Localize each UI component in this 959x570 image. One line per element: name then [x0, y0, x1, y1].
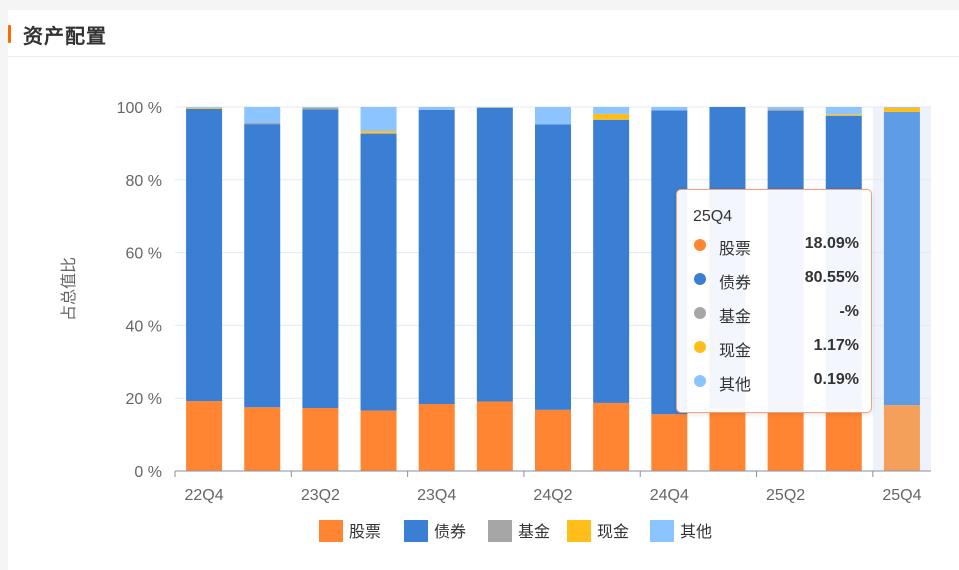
bar-segment-22Q4-债券[interactable] — [186, 108, 223, 402]
legend-label-现金[interactable]: 现金 — [597, 523, 629, 541]
tooltip-name-bond: 债券 — [719, 275, 752, 292]
bar-segment-25Q3-其他[interactable] — [825, 107, 862, 115]
bar-segment-25Q2-基金[interactable] — [767, 109, 804, 111]
chart-tooltip: 25Q4 股票 18.09% 债券 80.55% 基金 -% 现金 1.17% … — [676, 189, 872, 413]
bar-segment-25Q2-股票[interactable] — [767, 412, 804, 471]
bar-segment-24Q3-股票[interactable] — [593, 402, 630, 471]
y-tick-label: 60 % — [126, 246, 162, 263]
y-tick-label: 40 % — [126, 318, 162, 335]
bar-segment-22Q4-其他[interactable] — [186, 107, 223, 108]
bar-segment-25Q4-其他[interactable] — [883, 107, 920, 108]
x-tick-label: 22Q4 — [185, 487, 224, 504]
legend-swatch-其他[interactable] — [650, 520, 674, 542]
bar-segment-25Q4-股票[interactable] — [883, 405, 920, 471]
x-tick-label: 24Q4 — [650, 487, 689, 504]
bar-segment-25Q3-股票[interactable] — [825, 409, 862, 471]
tooltip-dot-stock — [694, 239, 706, 251]
bar-segment-25Q3-现金[interactable] — [825, 114, 862, 116]
bar-segment-24Q1-债券[interactable] — [476, 107, 513, 402]
tooltip-row-cash: 现金 1.17% — [693, 336, 859, 360]
legend-label-其他[interactable]: 其他 — [680, 523, 712, 541]
tooltip-value-fund: -% — [839, 303, 859, 320]
bar-segment-24Q1-股票[interactable] — [476, 401, 513, 471]
bar-segment-23Q3-股票[interactable] — [360, 410, 397, 471]
tooltip-value-stock: 18.09% — [804, 235, 859, 252]
bar-segment-23Q2-债券[interactable] — [302, 109, 339, 409]
y-tick-label: 20 % — [126, 391, 162, 408]
tooltip-name-fund: 基金 — [719, 309, 752, 326]
bar-segment-23Q4-债券[interactable] — [418, 109, 455, 405]
bar-segment-23Q2-基金[interactable] — [302, 107, 339, 110]
bar-segment-23Q3-现金[interactable] — [360, 131, 397, 133]
tooltip-row-stock: 股票 18.09% — [693, 234, 859, 258]
x-tick-label: 23Q2 — [301, 487, 340, 504]
bar-segment-22Q4-股票[interactable] — [186, 401, 223, 471]
bar-segment-23Q1-债券[interactable] — [244, 124, 281, 408]
tooltip-title: 25Q4 — [693, 208, 733, 225]
bar-segment-24Q4-其他[interactable] — [651, 107, 688, 111]
tooltip-dot-fund — [694, 307, 706, 319]
bar-segment-23Q3-其他[interactable] — [360, 107, 397, 132]
tooltip-dot-cash — [694, 341, 706, 353]
tooltip-value-other: 0.19% — [813, 371, 859, 388]
bar-segment-23Q1-基金[interactable] — [244, 123, 281, 125]
bar-segment-25Q4-债券[interactable] — [883, 111, 920, 406]
legend-label-债券[interactable]: 债券 — [434, 523, 466, 541]
bar-segment-23Q1-其他[interactable] — [244, 107, 281, 124]
bar-segment-22Q4-现金[interactable] — [186, 107, 223, 109]
bar-segment-25Q1-股票[interactable] — [709, 408, 746, 471]
tooltip-row-fund: 基金 -% — [693, 302, 859, 326]
bar-segment-25Q2-其他[interactable] — [767, 107, 804, 110]
bar-segment-24Q2-股票[interactable] — [535, 409, 571, 471]
tooltip-dot-bond — [694, 273, 706, 285]
bar-segment-24Q3-现金[interactable] — [593, 113, 630, 120]
bar-segment-24Q3-债券[interactable] — [593, 119, 630, 403]
tooltip-name-cash: 现金 — [719, 343, 752, 360]
tooltip-value-cash: 1.17% — [813, 337, 859, 354]
bar-segment-23Q3-债券[interactable] — [360, 133, 397, 411]
legend-label-股票[interactable]: 股票 — [349, 523, 381, 541]
tooltip-dot-other — [694, 375, 706, 387]
bar-segment-24Q2-其他[interactable] — [535, 107, 571, 125]
tooltip-name-other: 其他 — [719, 377, 752, 394]
legend-swatch-债券[interactable] — [404, 520, 428, 542]
tooltip-row-other: 其他 0.19% — [693, 370, 859, 394]
bar-segment-25Q4-现金[interactable] — [883, 107, 920, 112]
legend-swatch-股票[interactable] — [319, 520, 343, 542]
x-tick-label: 23Q4 — [417, 487, 456, 504]
tooltip-row-bond: 债券 80.55% — [693, 268, 859, 292]
y-tick-label: 100 % — [117, 100, 162, 117]
legend-label-基金[interactable]: 基金 — [518, 523, 550, 541]
bar-segment-23Q1-股票[interactable] — [244, 407, 281, 471]
legend-swatch-现金[interactable] — [567, 520, 591, 542]
y-axis-title: 占总值比 — [60, 257, 78, 321]
bar-segment-23Q2-其他[interactable] — [302, 107, 339, 108]
tooltip-value-bond: 80.55% — [804, 269, 859, 286]
x-tick-label: 25Q4 — [882, 487, 921, 504]
panel-title: 资产配置 — [23, 26, 107, 48]
bar-segment-23Q2-股票[interactable] — [302, 408, 339, 471]
y-tick-label: 0 % — [134, 464, 162, 481]
tooltip-name-stock: 股票 — [719, 241, 752, 258]
bar-segment-23Q3-基金[interactable] — [360, 132, 397, 134]
bar-segment-23Q4-股票[interactable] — [418, 404, 455, 471]
bar-segment-23Q4-其他[interactable] — [418, 107, 455, 110]
bar-segment-24Q2-债券[interactable] — [535, 124, 571, 410]
bar-segment-24Q3-其他[interactable] — [593, 107, 630, 114]
legend-swatch-基金[interactable] — [488, 520, 512, 542]
x-tick-label: 25Q2 — [766, 487, 805, 504]
panel-header: 资产配置 — [8, 10, 959, 57]
x-tick-label: 24Q2 — [533, 487, 572, 504]
bar-segment-24Q4-股票[interactable] — [651, 414, 688, 471]
header-accent-bar — [8, 25, 11, 43]
y-tick-label: 80 % — [126, 173, 162, 190]
